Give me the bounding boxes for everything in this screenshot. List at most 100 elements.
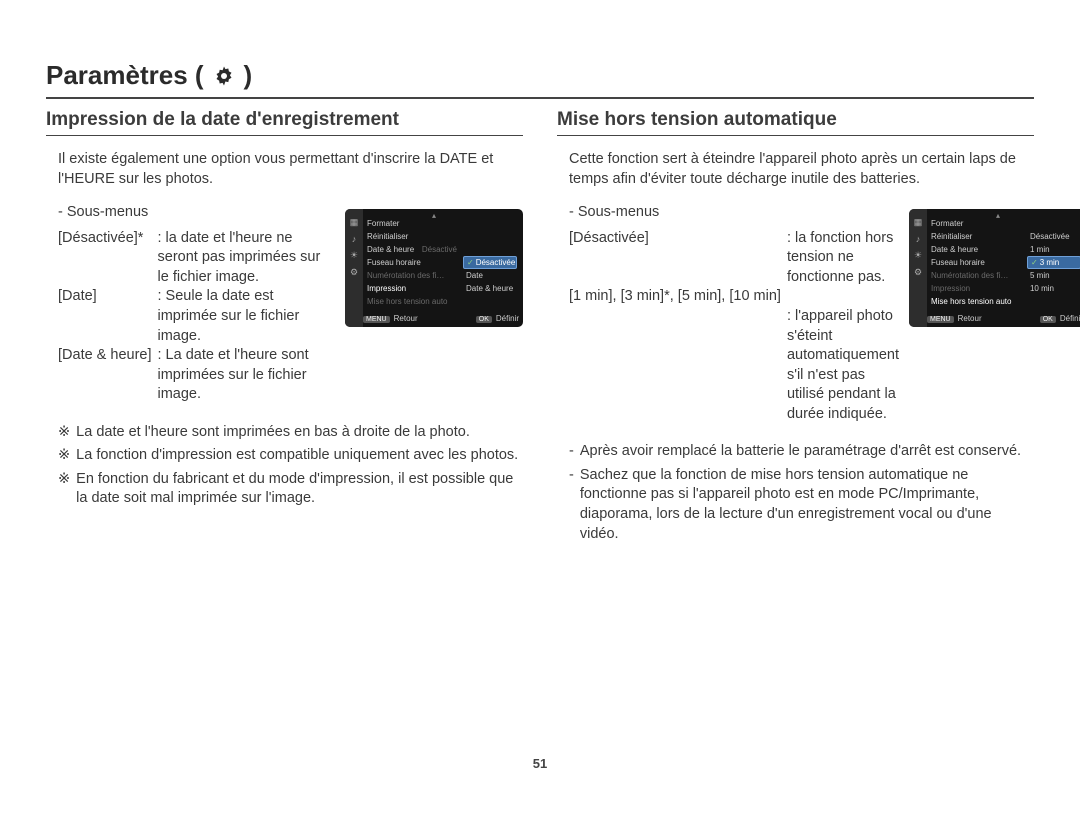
cam-option: Date & heure <box>463 282 517 295</box>
def-key: [Date & heure] <box>58 346 158 405</box>
right-submenu-label: - Sous-menus <box>569 203 899 223</box>
bullet-item: - Sachez que la fonction de mise hors te… <box>569 466 1034 544</box>
def-key: [Date] <box>58 287 158 346</box>
left-heading: Impression de la date d'enregistrement <box>46 109 523 136</box>
cam-menu-list: Formater Réinitialiser Date & heure Fuse… <box>927 215 1025 309</box>
cam-option: 5 min <box>1027 269 1080 282</box>
cam-footer: MENURetour OKDéfinir <box>927 311 1080 325</box>
bullet-text: Après avoir remplacé la batterie le para… <box>580 442 1021 462</box>
cam-side-icons: ▦ ♪ ☀ ⚙ <box>909 209 927 327</box>
left-notes: ※ La date et l'heure sont imprimées en b… <box>46 423 523 509</box>
note-item: ※ La date et l'heure sont imprimées en b… <box>58 423 523 443</box>
cam-menu-item: Formater <box>931 217 1021 230</box>
cam-menu-item: Formater <box>367 217 457 230</box>
def-row: : l'appareil photo s'éteint automatiquem… <box>569 307 899 424</box>
gear-icon: ⚙ <box>914 267 922 278</box>
right-intro: Cette fonction sert à éteindre l'apparei… <box>557 150 1034 189</box>
cam-menu-item: Mise hors tension auto <box>931 295 1021 308</box>
display-icon: ☀ <box>350 250 358 261</box>
note-marker: ※ <box>58 470 70 509</box>
film-icon: ▦ <box>350 217 359 228</box>
cam-footer-left: MENURetour <box>927 314 982 323</box>
left-submenu-label: - Sous-menus <box>58 203 335 223</box>
right-heading: Mise hors tension automatique <box>557 109 1034 136</box>
def-val: : Seule la date est imprimée sur le fich… <box>158 287 336 346</box>
cam-menu-item: Impression <box>367 282 457 295</box>
right-submenu-text: - Sous-menus [Désactivée] : la fonction … <box>569 203 899 424</box>
title-text-open: Paramètres ( <box>46 60 204 91</box>
cam-footer-right: OKDéfinir <box>476 314 519 323</box>
cam-option: Date <box>463 269 517 282</box>
note-item: ※ En fonction du fabricant et du mode d'… <box>58 470 523 509</box>
def-val: : la date et l'heure ne seront pas impri… <box>158 229 336 288</box>
cam-menu-item: Date & heure Désactivé <box>367 243 457 256</box>
bullet-text: Sachez que la fonction de mise hors tens… <box>580 466 1034 544</box>
cam-menu-item: Mise hors tension auto <box>367 295 457 308</box>
left-defs: [Désactivée]* : la date et l'heure ne se… <box>58 229 335 405</box>
cam-footer-right: OKDéfinir <box>1040 314 1080 323</box>
page-title: Paramètres ( ) <box>46 60 1034 99</box>
cam-option: 3 min <box>1027 256 1080 269</box>
def-val: : l'appareil photo s'éteint automatiquem… <box>787 307 899 424</box>
sound-icon: ♪ <box>352 234 357 244</box>
def-val: : la fonction hors tension ne fonctionne… <box>787 229 899 288</box>
bullet-marker: - <box>569 442 574 462</box>
camera-menu-impress: ▴ ▦ ♪ ☀ ⚙ Formater Réinitialiser Date & … <box>345 209 523 327</box>
cam-menu-item: Impression <box>931 282 1021 295</box>
left-intro: Il existe également une option vous perm… <box>46 150 523 189</box>
cam-option: Désactivée <box>1027 230 1080 243</box>
cam-main: Formater Réinitialiser Date & heure Désa… <box>363 215 519 309</box>
cam-menu-item: Réinitialiser <box>931 230 1021 243</box>
right-column: Mise hors tension automatique Cette fonc… <box>557 109 1034 548</box>
note-text: La fonction d'impression est compatible … <box>76 446 518 466</box>
film-icon: ▦ <box>914 217 923 228</box>
title-text-close: ) <box>244 60 253 91</box>
sound-icon: ♪ <box>916 234 921 244</box>
bullet-marker: - <box>569 466 574 544</box>
cam-side-icons: ▦ ♪ ☀ ⚙ <box>345 209 363 327</box>
gear-icon: ⚙ <box>350 267 358 278</box>
page-number: 51 <box>533 756 547 771</box>
right-bullets: - Après avoir remplacé la batterie le pa… <box>557 442 1034 544</box>
cam-option: Désactivée <box>463 256 517 269</box>
cam-menu-list: Formater Réinitialiser Date & heure Désa… <box>363 215 461 309</box>
cam-options: Désactivée Date Date & heure <box>461 215 519 309</box>
def-key: [Désactivée] <box>569 229 787 288</box>
note-marker: ※ <box>58 446 70 466</box>
def-row: [Date] : Seule la date est imprimée sur … <box>58 287 335 346</box>
gear-icon <box>212 64 236 88</box>
note-text: En fonction du fabricant et du mode d'im… <box>76 470 523 509</box>
def-row: [1 min], [3 min]*, [5 min], [10 min] <box>569 287 899 307</box>
display-icon: ☀ <box>914 250 922 261</box>
content-columns: Impression de la date d'enregistrement I… <box>46 109 1034 548</box>
cam-menu-item: Numérotation des fi… <box>931 269 1021 282</box>
def-row: [Désactivée]* : la date et l'heure ne se… <box>58 229 335 288</box>
cam-menu-item: Fuseau horaire <box>367 256 457 269</box>
cam-menu-item: Numérotation des fi… <box>367 269 457 282</box>
note-item: ※ La fonction d'impression est compatibl… <box>58 446 523 466</box>
left-submenu-block: - Sous-menus [Désactivée]* : la date et … <box>46 203 523 405</box>
cam-option: 1 min <box>1027 243 1080 256</box>
right-defs: [Désactivée] : la fonction hors tension … <box>569 229 899 425</box>
def-key: [1 min], [3 min]*, [5 min], [10 min] <box>569 287 787 307</box>
camera-menu-poweroff: ▴ ▦ ♪ ☀ ⚙ Formater Réinitialiser Date & … <box>909 209 1080 327</box>
cam-footer: MENURetour OKDéfinir <box>363 311 519 325</box>
cam-menu-item: Date & heure <box>931 243 1021 256</box>
cam-menu-item: Réinitialiser <box>367 230 457 243</box>
cam-menu-item: Fuseau horaire <box>931 256 1021 269</box>
right-submenu-block: - Sous-menus [Désactivée] : la fonction … <box>557 203 1034 424</box>
cam-main: Formater Réinitialiser Date & heure Fuse… <box>927 215 1080 309</box>
cam-options: Désactivée 1 min 3 min 5 min 10 min <box>1025 215 1080 309</box>
def-key <box>569 307 787 424</box>
cam-footer-left: MENURetour <box>363 314 418 323</box>
def-row: [Date & heure] : La date et l'heure sont… <box>58 346 335 405</box>
note-marker: ※ <box>58 423 70 443</box>
cam-option: 10 min <box>1027 282 1080 295</box>
def-row: [Désactivée] : la fonction hors tension … <box>569 229 899 288</box>
def-val <box>787 287 899 307</box>
left-column: Impression de la date d'enregistrement I… <box>46 109 523 548</box>
def-val: : La date et l'heure sont imprimées sur … <box>158 346 336 405</box>
left-submenu-text: - Sous-menus [Désactivée]* : la date et … <box>58 203 335 405</box>
def-key: [Désactivée]* <box>58 229 158 288</box>
bullet-item: - Après avoir remplacé la batterie le pa… <box>569 442 1034 462</box>
